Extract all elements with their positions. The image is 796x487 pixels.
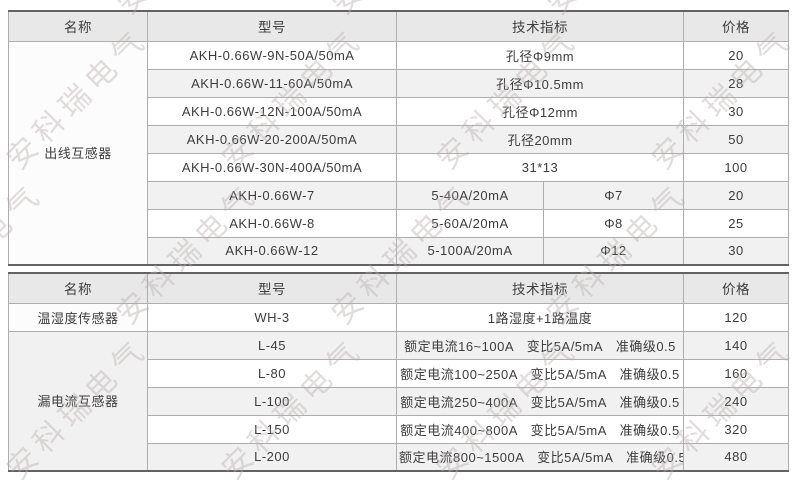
col-header-tech: 技术指标	[396, 10, 684, 42]
price-cell: 50	[683, 124, 789, 154]
tech-cell: 额定电流16~100A 变比5A/5mA 准确级0.5	[396, 330, 684, 360]
price-cell: 25	[683, 208, 789, 238]
table-row: AKH-0.66W-8 5-60A/20mA Φ8 25	[9, 208, 789, 238]
table-header-row: 名称 型号 技术指标 价格	[8, 10, 789, 42]
tech-range-cell: 5-100A/20mA	[396, 236, 544, 266]
model-cell: L-45	[147, 330, 397, 360]
model-cell: L-100	[147, 386, 397, 416]
price-cell: 28	[683, 68, 789, 98]
tech-cell: 孔径Φ10.5mm	[396, 68, 684, 98]
table-row: AKH-0.66W-30N-400A/50mA 31*13 100	[9, 152, 789, 182]
model-cell: AKH-0.66W-8	[147, 208, 397, 238]
name-cell: 漏电流互感器	[8, 330, 148, 472]
price-cell: 320	[683, 414, 789, 444]
tech-range-cell: 5-40A/20mA	[396, 180, 544, 210]
tech-cell: 孔径Φ9mm	[396, 40, 684, 70]
table-row: 出线互感器 AKH-0.66W-9N-50A/50mA 孔径Φ9mm 20	[8, 40, 789, 266]
col-header-tech: 技术指标	[396, 272, 684, 304]
col-header-name: 名称	[8, 10, 148, 42]
model-cell: AKH-0.66W-30N-400A/50mA	[147, 152, 397, 182]
model-cell: AKH-0.66W-12	[147, 236, 397, 266]
price-cell: 240	[683, 386, 789, 416]
price-cell: 120	[683, 302, 789, 332]
tech-size-cell: Φ8	[543, 208, 684, 238]
name-cell: 出线互感器	[8, 40, 148, 266]
table-row: AKH-0.66W-20-200A/50mA 孔径20mm 50	[9, 124, 789, 154]
table-row: 温湿度传感器 WH-3 1路湿度+1路温度 120	[8, 302, 789, 332]
model-cell: AKH-0.66W-7	[147, 180, 397, 210]
model-cell: L-200	[147, 442, 397, 472]
col-header-model: 型号	[147, 272, 397, 304]
price-cell: 30	[683, 96, 789, 126]
tech-cell: 额定电流100~250A 变比5A/5mA 准确级0.5	[396, 358, 684, 388]
col-header-model: 型号	[147, 10, 397, 42]
tech-cell: 孔径Φ12mm	[396, 96, 684, 126]
table-row: L-150 额定电流400~800A 变比5A/5mA 准确级0.5 320	[9, 414, 789, 444]
table-row: AKH-0.66W-7 5-40A/20mA Φ7 20	[9, 180, 789, 210]
col-header-price: 价格	[683, 10, 789, 42]
table-row: 漏电流互感器 L-45 额定电流16~100A 变比5A/5mA 准确级0.5 …	[8, 330, 789, 472]
model-cell: L-80	[147, 358, 397, 388]
table-row: AKH-0.66W-12N-100A/50mA 孔径Φ12mm 30	[9, 96, 789, 126]
model-cell: AKH-0.66W-12N-100A/50mA	[147, 96, 397, 126]
price-table-transformers: 名称 型号 技术指标 价格 出线互感器 AKH-0.66W-9N-50A/50m…	[8, 10, 789, 266]
tech-cell: 31*13	[396, 152, 684, 182]
tech-cell: 额定电流800~1500A 变比5A/5mA 准确级0.5	[396, 442, 684, 472]
model-cell: WH-3	[147, 302, 397, 332]
table-row: AKH-0.66W-12 5-100A/20mA Φ12 30	[9, 236, 789, 266]
price-cell: 30	[683, 236, 789, 266]
price-cell: 140	[683, 330, 789, 360]
price-cell: 160	[683, 358, 789, 388]
price-cell: 20	[683, 40, 789, 70]
model-cell: AKH-0.66W-11-60A/50mA	[147, 68, 397, 98]
model-cell: L-150	[147, 414, 397, 444]
tech-cell: 孔径20mm	[396, 124, 684, 154]
table-row: L-200 额定电流800~1500A 变比5A/5mA 准确级0.5 480	[9, 442, 789, 472]
model-cell: AKH-0.66W-20-200A/50mA	[147, 124, 397, 154]
tech-range-cell: 5-60A/20mA	[396, 208, 544, 238]
table-row: AKH-0.66W-11-60A/50mA 孔径Φ10.5mm 28	[9, 68, 789, 98]
table-header-row: 名称 型号 技术指标 价格	[8, 272, 789, 304]
tech-cell: 1路湿度+1路温度	[396, 302, 684, 332]
price-table-sensors: 名称 型号 技术指标 价格 温湿度传感器 WH-3 1路湿度+1路温度 120 …	[8, 272, 789, 472]
col-header-name: 名称	[8, 272, 148, 304]
tech-cell: 额定电流400~800A 变比5A/5mA 准确级0.5	[396, 414, 684, 444]
table-row: L-80 额定电流100~250A 变比5A/5mA 准确级0.5 160	[9, 358, 789, 388]
col-header-price: 价格	[683, 272, 789, 304]
tech-size-cell: Φ7	[543, 180, 684, 210]
price-cell: 20	[683, 180, 789, 210]
tech-cell: 额定电流250~400A 变比5A/5mA 准确级0.5	[396, 386, 684, 416]
name-cell: 温湿度传感器	[8, 302, 148, 332]
model-cell: AKH-0.66W-9N-50A/50mA	[147, 40, 397, 70]
price-cell: 100	[683, 152, 789, 182]
price-cell: 480	[683, 442, 789, 472]
tech-size-cell: Φ12	[543, 236, 684, 266]
